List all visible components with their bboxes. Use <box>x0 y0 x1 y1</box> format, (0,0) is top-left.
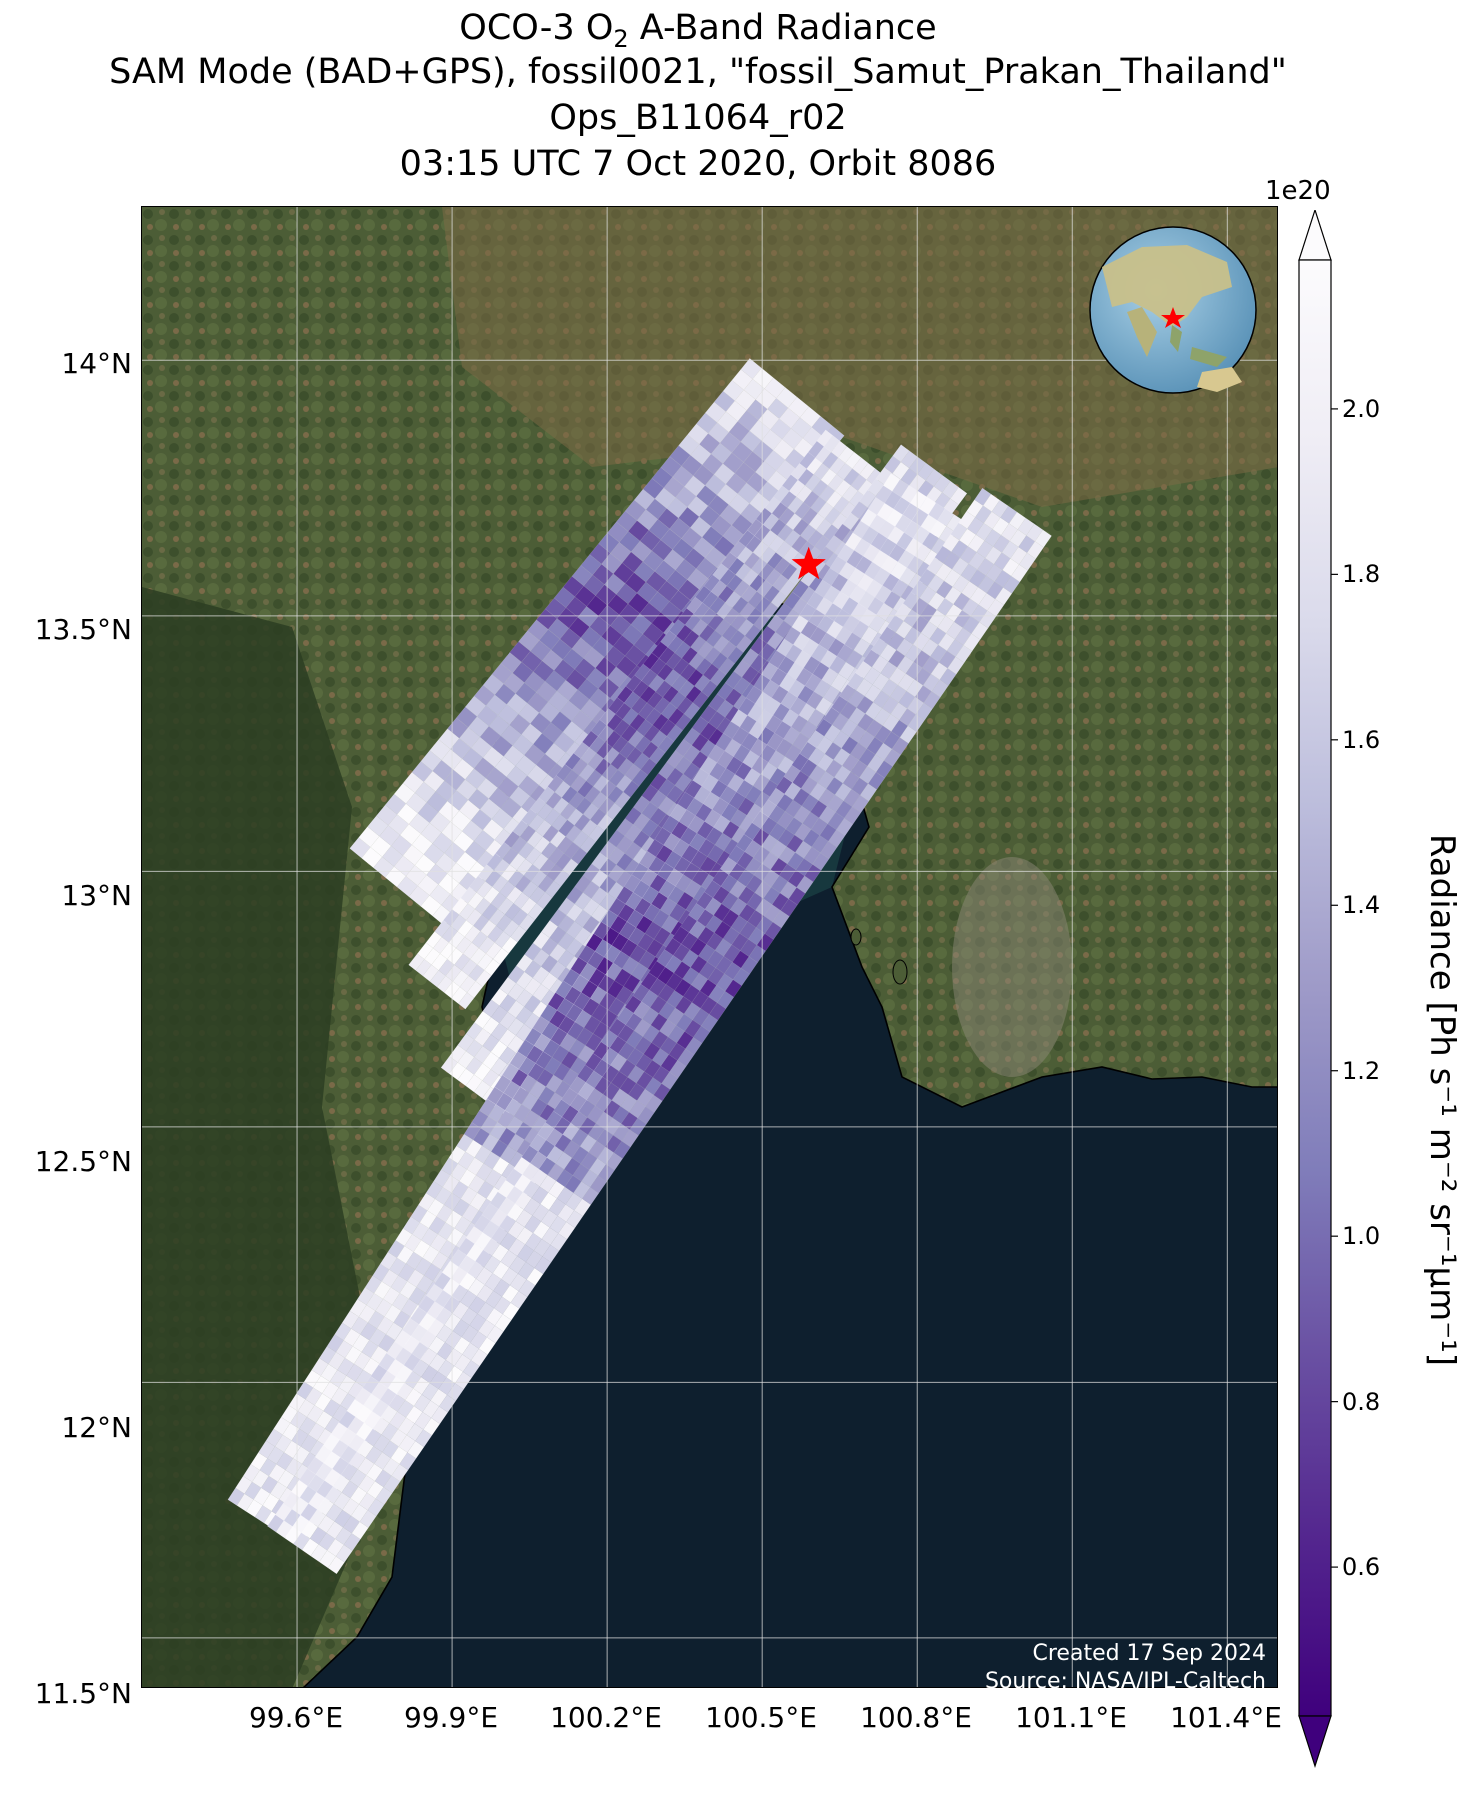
swath-cell <box>950 486 968 505</box>
island <box>850 928 862 946</box>
colorbar-tick-label: 1.4 <box>1342 891 1381 920</box>
chonburi-urban-area <box>952 857 1072 1077</box>
colorbar-tick-marks <box>1331 408 1338 1568</box>
lat-tick-label: 11.5°N <box>34 1677 132 1710</box>
colorbar-tick-label: 0.8 <box>1342 1387 1381 1416</box>
created-date: Created 17 Sep 2024 <box>1032 1641 1267 1666</box>
colorbar-tick-label: 2.0 <box>1342 394 1381 423</box>
title-prefix: OCO-3 O <box>459 8 614 48</box>
colorbar-tick-label: 1.6 <box>1342 725 1381 754</box>
colorbar-tick-label: 1.0 <box>1342 1222 1381 1251</box>
lon-tick-label: 100.2°E <box>550 1701 662 1734</box>
colorbar-tick-label: 1.2 <box>1342 1056 1381 1085</box>
locator-globe-inset <box>1089 226 1257 394</box>
colorbar-tick-label: 0.6 <box>1342 1553 1381 1582</box>
lon-tick-label: 100.5°E <box>705 1701 817 1734</box>
colorbar-min-extend <box>1298 1715 1332 1768</box>
lat-tick-label: 12.5°N <box>34 1145 132 1178</box>
plot-title-line-4: 03:15 UTC 7 Oct 2020, Orbit 8086 <box>399 144 997 184</box>
title-suffix: A-Band Radiance <box>628 8 937 48</box>
colorbar-label: Radiance [Ph s⁻¹ m⁻² sr⁻¹μm⁻¹] <box>1422 833 1462 1367</box>
plot-title-line-1: OCO-3 O2 A-Band Radiance <box>0 8 1396 59</box>
plot-title-line-3: Ops_B11064_r02 <box>549 98 847 138</box>
lat-tick-label: 13.5°N <box>34 613 132 646</box>
lat-tick-label: 12°N <box>61 1411 132 1444</box>
lat-tick-label: 14°N <box>61 347 132 380</box>
source-credit: Source: NASA/JPL-Caltech <box>984 1669 1266 1694</box>
lon-tick-label: 101.4°E <box>1170 1701 1282 1734</box>
globe-target-star <box>1161 307 1185 328</box>
colorbar-exponent: 1e20 <box>1265 176 1331 206</box>
colorbar-gradient <box>1298 259 1332 1717</box>
lon-tick-label: 100.8°E <box>860 1701 972 1734</box>
island <box>892 959 908 985</box>
northern-cropland <box>442 207 1277 507</box>
lon-tick-label: 101.1°E <box>1015 1701 1127 1734</box>
title-subscript: 2 <box>613 25 629 53</box>
target-star-marker <box>791 546 826 580</box>
graticule <box>142 207 1277 1687</box>
lon-tick-label: 99.9°E <box>403 1701 499 1734</box>
colorbar-max-extend <box>1298 210 1332 261</box>
credits-block: Created 17 Sep 2024 Source: NASA/JPL-Cal… <box>985 1640 1266 1696</box>
map-canvas <box>142 207 1277 1687</box>
plot-title-line-2: SAM Mode (BAD+GPS), fossil0021, "fossil_… <box>109 52 1287 92</box>
map-panel <box>141 206 1278 1688</box>
colorbar <box>1298 210 1338 1768</box>
lat-tick-label: 13°N <box>61 879 132 912</box>
swath-cell <box>1034 529 1052 548</box>
lon-tick-label: 99.6°E <box>248 1701 344 1734</box>
colorbar-tick-label: 1.8 <box>1342 560 1381 589</box>
